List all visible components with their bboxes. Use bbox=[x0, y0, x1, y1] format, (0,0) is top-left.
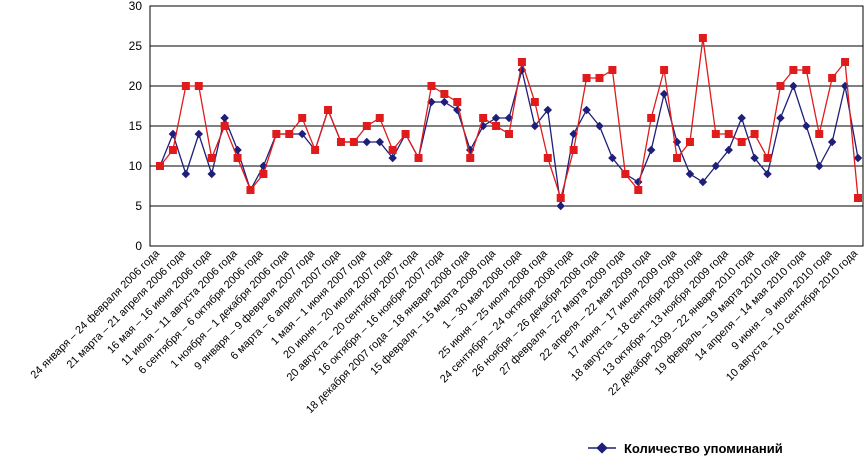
data-point bbox=[505, 130, 513, 138]
data-point bbox=[595, 74, 604, 82]
data-point bbox=[466, 154, 475, 162]
grid-lines bbox=[150, 45, 863, 207]
data-point bbox=[324, 106, 333, 114]
data-point bbox=[297, 129, 307, 139]
data-point bbox=[685, 169, 695, 179]
data-point bbox=[362, 122, 371, 130]
data-point bbox=[776, 82, 785, 90]
data-point bbox=[207, 169, 216, 179]
data-point bbox=[453, 98, 462, 106]
data-point bbox=[414, 154, 423, 162]
data-point bbox=[517, 58, 526, 66]
y-axis-ticks: 0 5 10 15 20 25 30 bbox=[129, 0, 143, 253]
data-point bbox=[272, 130, 281, 138]
series-1 bbox=[156, 34, 862, 202]
data-point bbox=[362, 137, 372, 147]
data-point bbox=[207, 154, 216, 162]
data-point bbox=[181, 169, 191, 179]
data-point bbox=[673, 154, 682, 162]
data-point bbox=[815, 130, 824, 138]
data-point bbox=[168, 146, 177, 154]
data-point bbox=[698, 34, 707, 42]
plot-area-frame bbox=[149, 5, 864, 247]
data-point bbox=[737, 113, 746, 123]
data-point bbox=[311, 146, 320, 154]
data-point bbox=[750, 130, 759, 138]
data-point bbox=[556, 194, 565, 202]
data-point bbox=[789, 66, 798, 74]
data-point bbox=[388, 153, 397, 163]
data-point bbox=[556, 201, 565, 211]
data-point bbox=[194, 82, 203, 90]
data-point bbox=[841, 58, 850, 66]
data-point bbox=[530, 98, 539, 106]
data-point bbox=[336, 138, 345, 146]
legend-marker-diamond bbox=[596, 442, 608, 454]
data-point bbox=[724, 130, 733, 138]
y-tick-label: 25 bbox=[129, 39, 143, 53]
data-point bbox=[543, 154, 552, 162]
data-point bbox=[156, 162, 164, 170]
data-point bbox=[828, 74, 837, 82]
data-point bbox=[854, 194, 862, 202]
data-point bbox=[427, 82, 436, 90]
data-point bbox=[492, 122, 501, 130]
data-point bbox=[388, 146, 397, 154]
data-point bbox=[246, 186, 255, 194]
data-point bbox=[763, 154, 772, 162]
data-point bbox=[194, 129, 204, 139]
data-point bbox=[233, 154, 242, 162]
data-point bbox=[375, 137, 384, 147]
data-point bbox=[401, 130, 410, 138]
data-point bbox=[375, 114, 384, 122]
data-point bbox=[220, 122, 229, 130]
data-point bbox=[479, 114, 488, 122]
data-point bbox=[789, 81, 798, 91]
data-point bbox=[621, 170, 630, 178]
data-point bbox=[802, 121, 811, 131]
data-point bbox=[802, 66, 811, 74]
y-tick-label: 10 bbox=[129, 159, 143, 173]
data-point bbox=[827, 137, 837, 147]
legend: Количество упоминаний bbox=[588, 441, 783, 456]
data-point bbox=[660, 66, 669, 74]
data-point bbox=[776, 113, 785, 123]
data-point bbox=[569, 146, 578, 154]
data-point bbox=[298, 114, 307, 122]
data-point bbox=[440, 97, 449, 107]
data-point bbox=[608, 66, 617, 74]
data-point bbox=[349, 138, 358, 146]
data-point bbox=[711, 130, 720, 138]
data-point bbox=[168, 129, 178, 139]
y-tick-label: 30 bbox=[129, 0, 143, 13]
data-point bbox=[646, 145, 656, 155]
data-point bbox=[259, 170, 268, 178]
data-point bbox=[440, 90, 449, 98]
y-tick-label: 15 bbox=[129, 119, 143, 133]
data-point bbox=[634, 186, 643, 194]
data-point bbox=[582, 74, 591, 82]
y-tick-label: 5 bbox=[135, 199, 142, 213]
data-point bbox=[220, 113, 229, 123]
legend-label: Количество упоминаний bbox=[624, 441, 783, 456]
y-tick-label: 0 bbox=[135, 239, 142, 253]
data-point bbox=[647, 114, 656, 122]
series-group bbox=[155, 34, 863, 211]
data-point bbox=[634, 177, 643, 187]
data-point bbox=[737, 138, 746, 146]
data-point bbox=[181, 82, 190, 90]
y-tick-label: 20 bbox=[129, 79, 143, 93]
data-point bbox=[285, 130, 294, 138]
data-point bbox=[685, 138, 694, 146]
data-point bbox=[491, 113, 501, 123]
data-point bbox=[814, 161, 824, 171]
